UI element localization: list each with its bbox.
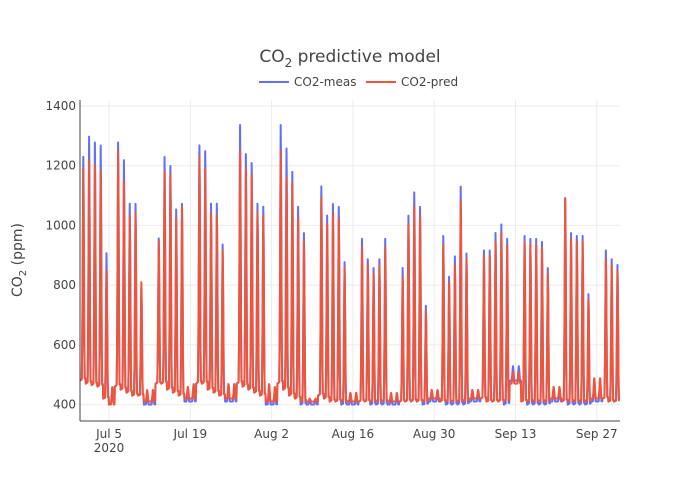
x-tick-label: Aug 2: [254, 427, 289, 441]
legend-label-co2-meas: CO2-meas: [294, 75, 356, 89]
y-tick-label: 400: [53, 398, 76, 412]
x-tick-label: Aug 30: [413, 427, 456, 441]
y-tick-label: 600: [53, 338, 76, 352]
series-line-co2-meas: [79, 124, 621, 406]
legend-item-co2-meas[interactable]: CO2-meas: [259, 75, 356, 89]
y-axis-title: CO2 (ppm): [10, 223, 29, 297]
y-axis-title-rest: (ppm): [10, 223, 26, 270]
legend-item-co2-pred[interactable]: CO2-pred: [366, 75, 458, 89]
x-tick-label: Jul 5: [95, 427, 122, 441]
legend[interactable]: CO2-meas CO2-pred: [259, 75, 458, 89]
x-tick-label: Sep 13: [495, 427, 537, 441]
x-tick-sublabel: 2020: [94, 441, 125, 455]
x-tick-label: Aug 16: [332, 427, 375, 441]
legend-label-co2-pred: CO2-pred: [401, 75, 458, 89]
axes-layer: [79, 100, 620, 422]
y-tick-label: 1000: [45, 218, 76, 232]
y-axis-title-main: CO: [10, 276, 26, 297]
chart-title-main: CO: [259, 47, 284, 67]
x-tick-label: Sep 27: [576, 427, 618, 441]
chart-title: CO2 predictive model: [259, 47, 440, 70]
y-axis-title-subscript: 2: [18, 270, 29, 276]
series-layer: [79, 124, 621, 406]
series-line-co2-pred: [79, 150, 621, 406]
chart-title-rest: predictive model: [292, 47, 440, 67]
chart-title-subscript: 2: [285, 56, 293, 70]
y-tick-label: 1400: [45, 99, 76, 113]
y-tick-label: 800: [53, 278, 76, 292]
y-tick-label: 1200: [45, 159, 76, 173]
x-tick-label: Jul 19: [173, 427, 208, 441]
